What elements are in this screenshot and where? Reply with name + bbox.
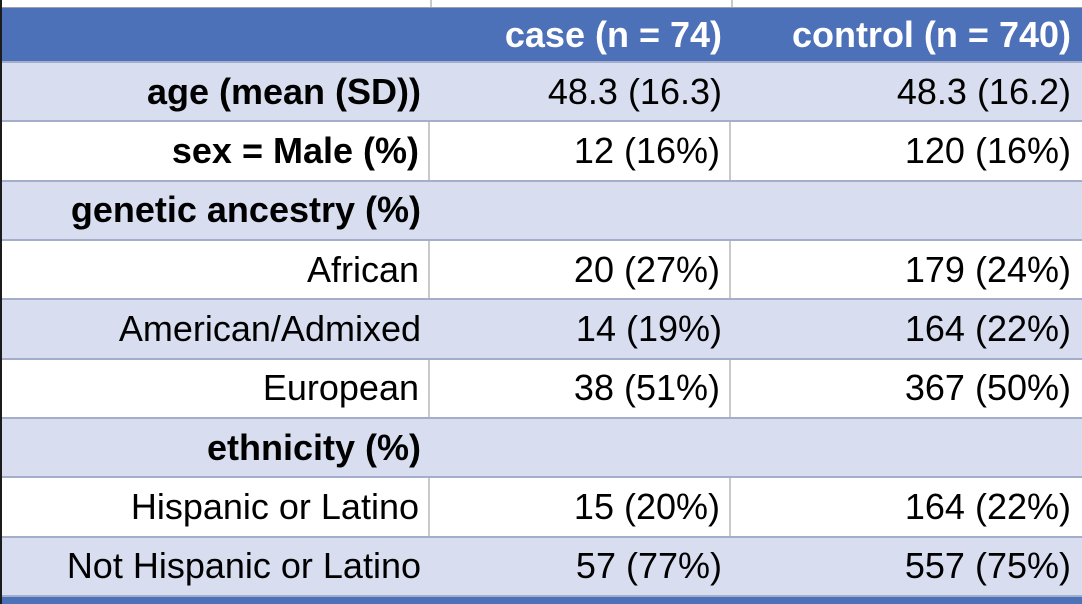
control-value [731, 419, 1082, 476]
row-label: genetic ancestry (%) [70, 189, 421, 231]
header-cell-blank [2, 8, 430, 61]
gridline-stub [430, 0, 432, 7]
cropped-row-above [2, 0, 1082, 8]
case-value: 14 (19%) [575, 307, 722, 349]
table-row: African 20 (27%) 179 (24%) [2, 238, 1082, 299]
control-value [731, 182, 1082, 239]
case-value [430, 182, 731, 239]
header-cell-control: control (n = 740) [791, 13, 1071, 55]
row-label: American/Admixed [118, 307, 421, 349]
table-row: age (mean (SD)) 48.3 (16.3) 48.3 (16.2) [2, 61, 1082, 121]
table-body: age (mean (SD)) 48.3 (16.3) 48.3 (16.2) sex… [2, 61, 1082, 595]
table-header-row: case (n = 74) control (n = 740) [2, 8, 1082, 61]
cropped-row-below [2, 595, 1082, 604]
control-value: 367 (50%) [904, 367, 1071, 409]
row-label: African [2, 240, 430, 299]
row-label: Not Hispanic or Latino [66, 545, 421, 587]
table-row: ethnicity (%) [2, 416, 1082, 477]
control-value: 179 (24%) [904, 248, 1071, 290]
gridline-stub [731, 0, 733, 7]
control-value: 48.3 (16.2) [896, 70, 1071, 112]
table-row: American/Admixed 14 (19%) 164 (22%) [2, 298, 1082, 358]
row-label: sex = Male (%) [2, 122, 430, 180]
case-value: 48.3 (16.3) [547, 70, 722, 112]
row-label: age (mean (SD)) [146, 70, 421, 112]
case-value: 20 (27%) [430, 240, 731, 299]
table-row: sex = Male (%) 12 (16%) 120 (16%) [2, 120, 1082, 180]
row-label: ethnicity (%) [206, 426, 421, 468]
control-value: 164 (22%) [904, 307, 1071, 349]
control-value: 120 (16%) [904, 129, 1071, 171]
control-value: 164 (22%) [904, 485, 1071, 527]
table-row: Not Hispanic or Latino 57 (77%) 557 (75%) [2, 535, 1082, 595]
case-value: 15 (20%) [430, 478, 731, 536]
header-cell-case: case (n = 74) [504, 13, 722, 55]
table-row: European 38 (51%) 367 (50%) [2, 357, 1082, 417]
case-value: 57 (77%) [575, 545, 722, 587]
control-value: 557 (75%) [904, 545, 1071, 587]
table-row: Hispanic or Latino 15 (20%) 164 (22%) [2, 476, 1082, 536]
case-value [430, 419, 731, 476]
case-value: 12 (16%) [430, 122, 731, 180]
row-label: European [2, 359, 430, 417]
case-value: 38 (51%) [430, 359, 731, 417]
table-row: genetic ancestry (%) [2, 179, 1082, 239]
row-label: Hispanic or Latino [2, 478, 430, 536]
